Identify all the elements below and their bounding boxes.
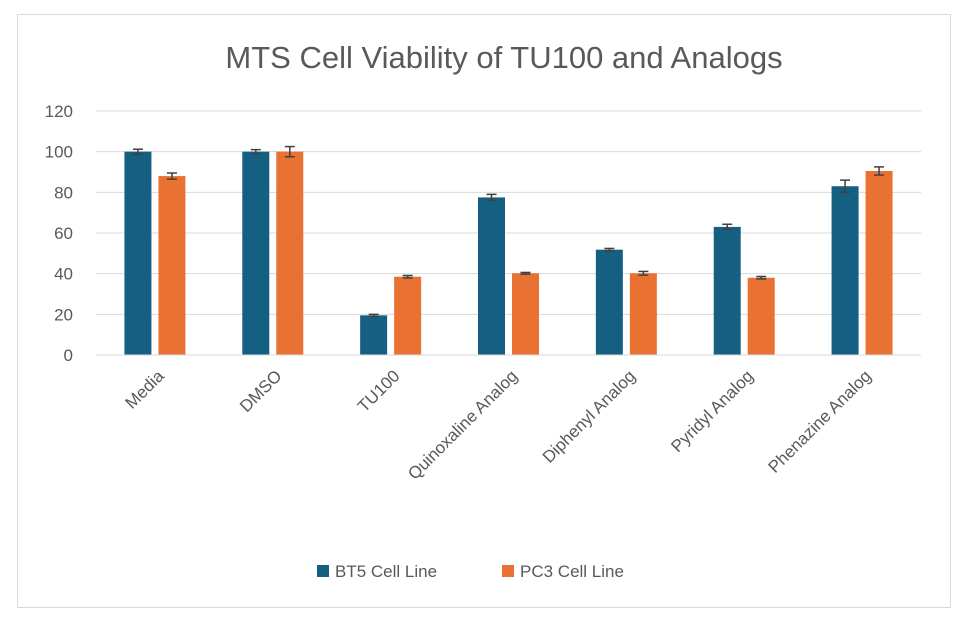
bar-bt5: [242, 151, 270, 355]
y-tick-label: 0: [64, 346, 73, 365]
bar-pc3: [747, 277, 775, 355]
x-tick-label: TU100: [354, 366, 404, 416]
legend-item: BT5 Cell Line: [317, 562, 437, 581]
bar-pc3: [394, 276, 422, 355]
x-axis-ticks: Media DMSO TU100 Quinoxaline Analog Diphenyl…: [122, 366, 875, 483]
error-bar: [874, 166, 885, 176]
y-tick-label: 60: [54, 224, 73, 243]
legend-label: BT5 Cell Line: [335, 562, 437, 581]
error-bar: [756, 275, 767, 280]
y-tick-label: 40: [54, 265, 73, 284]
y-tick-label: 100: [45, 143, 73, 162]
error-bar: [840, 179, 851, 194]
bars: [124, 151, 893, 355]
bar-bt5: [713, 226, 741, 355]
y-tick-label: 20: [54, 305, 73, 324]
legend-label: PC3 Cell Line: [520, 562, 624, 581]
bar-pc3: [512, 273, 539, 355]
error-bar: [368, 313, 379, 318]
error-bar: [520, 271, 531, 275]
error-bar: [132, 148, 143, 155]
legend-swatch: [317, 565, 329, 577]
bar-bt5: [595, 249, 623, 355]
error-bar: [638, 270, 649, 276]
bar-bt5: [124, 151, 152, 355]
error-bar: [250, 148, 261, 155]
error-bars: [132, 145, 885, 318]
error-bar: [604, 247, 615, 252]
chart-title: MTS Cell Viability of TU100 and Analogs: [225, 40, 782, 75]
bar-pc3: [865, 170, 893, 355]
bar-pc3: [276, 151, 304, 355]
error-bar: [166, 172, 177, 180]
bar-bt5: [360, 315, 388, 355]
error-bar: [402, 274, 413, 279]
x-tick-label: Media: [122, 366, 169, 413]
y-tick-label: 80: [54, 183, 73, 202]
legend-item: PC3 Cell Line: [502, 562, 624, 581]
x-tick-label: Diphenyl Analog: [539, 366, 639, 466]
y-tick-label: 120: [45, 102, 73, 121]
error-bar: [722, 223, 733, 231]
x-tick-label: Pyridyl Analog: [667, 366, 757, 456]
bar-pc3: [158, 176, 186, 355]
bar-bt5: [831, 186, 859, 355]
y-axis-ticks: 0 20 40 60 80 100 120: [45, 102, 73, 365]
x-tick-label: Phenazine Analog: [765, 366, 875, 476]
bar-bt5: [478, 197, 505, 355]
legend-swatch: [502, 565, 514, 577]
error-bar: [486, 193, 497, 202]
error-bar: [284, 145, 295, 158]
x-tick-label: DMSO: [236, 366, 285, 415]
legend: BT5 Cell Line PC3 Cell Line: [317, 562, 624, 581]
gridlines: [96, 110, 921, 315]
bar-pc3: [629, 273, 657, 355]
x-tick-label: Quinoxaline Analog: [404, 366, 521, 483]
